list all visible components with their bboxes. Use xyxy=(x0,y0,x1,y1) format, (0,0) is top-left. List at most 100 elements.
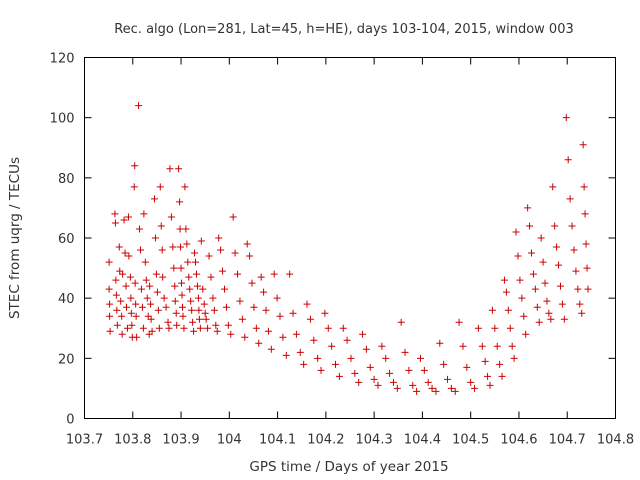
data-point xyxy=(130,183,138,191)
data-point xyxy=(582,240,590,248)
data-point xyxy=(328,342,336,350)
data-point xyxy=(332,360,340,368)
data-point xyxy=(566,195,574,203)
y-tick-label: 20 xyxy=(58,352,75,367)
data-point xyxy=(220,285,228,293)
data-point xyxy=(510,354,518,362)
data-point xyxy=(296,348,304,356)
axis-ticks: 103.7 103.8 103.9 104 104.1 104.2 104.3 104.4 10… xyxy=(50,52,634,448)
data-point xyxy=(397,318,405,326)
data-point xyxy=(351,369,359,377)
data-point xyxy=(526,222,534,230)
data-point xyxy=(551,222,559,230)
data-point xyxy=(200,300,208,308)
data-point xyxy=(186,285,194,293)
data-point xyxy=(178,303,186,311)
data-point xyxy=(148,327,156,335)
data-point xyxy=(222,303,230,311)
data-point xyxy=(267,345,275,353)
data-point xyxy=(547,315,555,323)
data-point xyxy=(123,324,131,332)
data-point xyxy=(260,288,268,296)
data-point xyxy=(136,225,144,233)
data-point xyxy=(236,297,244,305)
data-point xyxy=(413,387,421,395)
data-point xyxy=(562,114,570,122)
data-point xyxy=(292,330,300,338)
data-point xyxy=(131,162,139,170)
x-tick-label: 103.7 xyxy=(66,433,103,448)
data-point xyxy=(175,165,183,173)
data-point xyxy=(386,369,394,377)
data-point xyxy=(339,324,347,332)
data-point xyxy=(246,252,254,260)
data-point xyxy=(273,294,281,302)
data-point xyxy=(140,210,148,218)
data-point xyxy=(118,312,126,320)
data-point xyxy=(537,234,545,242)
data-point xyxy=(131,279,139,287)
x-tick-label: 104.7 xyxy=(549,433,586,448)
data-point xyxy=(125,252,133,260)
data-point xyxy=(124,213,132,221)
data-point xyxy=(213,327,221,335)
x-tick-label: 104.2 xyxy=(307,433,344,448)
data-point xyxy=(146,282,154,290)
data-point xyxy=(581,210,589,218)
data-point xyxy=(508,342,516,350)
plot-frame xyxy=(84,57,616,419)
x-tick-label: 104.1 xyxy=(259,433,296,448)
data-point xyxy=(467,378,475,386)
data-point xyxy=(580,183,588,191)
data-point xyxy=(324,324,332,332)
data-point xyxy=(234,270,242,278)
data-point xyxy=(514,252,522,260)
data-point xyxy=(122,282,130,290)
data-point xyxy=(459,342,467,350)
data-point xyxy=(486,381,494,389)
data-point xyxy=(531,285,539,293)
data-point xyxy=(158,246,166,254)
y-tick-label: 0 xyxy=(66,413,74,428)
data-point xyxy=(444,375,452,383)
data-point xyxy=(262,306,270,314)
data-point xyxy=(143,294,151,302)
data-point xyxy=(164,318,172,326)
data-point xyxy=(541,279,549,287)
data-point xyxy=(147,315,155,323)
data-point xyxy=(506,324,514,332)
data-point xyxy=(205,252,213,260)
data-point xyxy=(432,387,440,395)
data-point xyxy=(192,270,200,278)
data-point xyxy=(451,387,459,395)
data-points xyxy=(105,102,592,395)
data-point xyxy=(111,210,119,218)
data-point xyxy=(169,243,177,251)
data-point xyxy=(192,258,200,266)
data-point xyxy=(152,270,160,278)
data-point xyxy=(424,378,432,386)
data-point xyxy=(111,219,119,227)
data-point xyxy=(529,270,537,278)
data-point xyxy=(204,324,212,332)
data-point xyxy=(227,330,235,338)
data-point xyxy=(300,360,308,368)
data-point xyxy=(556,282,564,290)
data-point xyxy=(248,279,256,287)
data-point xyxy=(202,315,210,323)
data-point xyxy=(195,306,203,314)
data-point xyxy=(504,306,512,314)
data-point xyxy=(498,372,506,380)
data-point xyxy=(184,258,192,266)
data-point xyxy=(238,315,246,323)
data-point xyxy=(219,267,227,275)
data-point xyxy=(191,249,199,257)
data-point xyxy=(570,246,578,254)
x-tick-label: 104 xyxy=(217,433,242,448)
data-point xyxy=(182,225,190,233)
chart-title: Rec. algo (Lon=281, Lat=45, h=HE), days … xyxy=(114,22,574,37)
data-point xyxy=(440,360,448,368)
data-point xyxy=(139,324,147,332)
data-point xyxy=(257,273,265,281)
data-point xyxy=(119,270,127,278)
